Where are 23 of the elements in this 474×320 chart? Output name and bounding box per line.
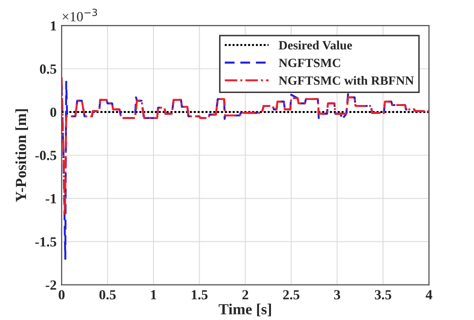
- x-tick-label: 2.5: [283, 290, 300, 300]
- line-series: [62, 76, 429, 217]
- y-axis-title: Y-Position [m]: [15, 109, 28, 202]
- x-tick-label: 3: [334, 290, 340, 300]
- y-tick-label: 0: [50, 108, 56, 117]
- y-tick-label: -1.5: [35, 237, 56, 247]
- x-tick-label: 4: [426, 290, 432, 300]
- x-axis-title: Time [s]: [218, 304, 271, 316]
- legend-label: NGFTSMC: [278, 58, 340, 68]
- legend-label: Desired Value: [278, 40, 352, 50]
- x-tick-label: 2: [242, 290, 248, 300]
- x-tick-label: 0: [58, 290, 65, 300]
- y-tick-label: -1: [46, 194, 56, 204]
- text: ×10$^{−3}$: [62, 8, 98, 22]
- y-tick-label: 0.5: [40, 64, 56, 74]
- x-tick-label: 3.5: [374, 290, 392, 300]
- x-tick-label: 0.5: [99, 290, 116, 300]
- x-tick-label: 1: [151, 290, 156, 300]
- legend-label: NGFTSMC with RBFNN: [278, 76, 414, 85]
- x-tick-label: 1.5: [192, 290, 208, 300]
- y-tick-label: -0.5: [35, 150, 56, 160]
- y-tick-label: 1: [50, 21, 56, 30]
- y-tick-label: -2: [46, 280, 56, 290]
